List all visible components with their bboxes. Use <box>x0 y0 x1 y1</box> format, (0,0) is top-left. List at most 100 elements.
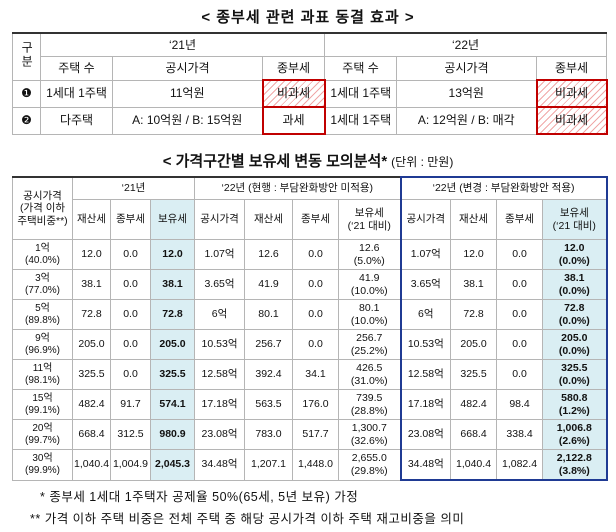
cell-text: 재산세 <box>77 213 106 226</box>
cell-text: 980.9 <box>159 428 186 441</box>
cell-text: 공시가격 <box>165 61 210 76</box>
cell-line: 9억 <box>35 332 50 344</box>
data-cell: 0.0 <box>496 359 544 390</box>
cell-text: 10.53억 <box>407 338 444 351</box>
data-cell: 17.18억 <box>194 389 246 420</box>
data-cell: 98.4 <box>496 389 544 420</box>
data-cell: 12.0 (0.0%) <box>542 239 608 270</box>
data-cell: 6억 <box>194 299 246 330</box>
cell-text: 668.4 <box>460 428 487 441</box>
cell-text: 17.18억 <box>201 398 238 411</box>
data-row: 5억 (89.8%) 72.8 0.0 72.8 6억 80.1 0.0 80.1 (10.0%)… <box>12 299 608 330</box>
cell-text: A: 10억원 / B: 15억원 <box>132 113 243 128</box>
data-row: 15억 (99.1%) 482.4 91.7 574.1 17.18억 563.5 176.0… <box>12 389 608 420</box>
data-cell: 205.0 <box>149 329 196 360</box>
cell-line: 38.1 <box>564 271 585 284</box>
cell-line: (가격 이하 <box>19 202 66 215</box>
data-cell: 23.08억 <box>399 419 452 450</box>
data-cell: 비과세 <box>535 106 608 135</box>
cell-line: 739.5 <box>356 391 383 404</box>
cell-line: (40.0%) <box>24 254 60 266</box>
cell-text: 6억 <box>211 308 228 321</box>
data-cell: 205.0 <box>450 329 498 360</box>
cell-line: 공시가격 <box>23 189 62 202</box>
cell-line: 15억 <box>32 392 53 404</box>
data-cell: ❶ <box>12 79 41 108</box>
cell-line: 주택비중**) <box>17 214 68 227</box>
data-cell: 1.07억 <box>399 239 452 270</box>
data-cell: 426.5 (31.0%) <box>338 359 402 390</box>
data-cell: 10.53억 <box>194 329 246 360</box>
cell-text: 12.0 <box>463 248 484 261</box>
data-cell: 325.5 <box>72 359 111 390</box>
data-cell: 0.0 <box>110 359 151 390</box>
header-row: 재산세 종부세 보유세 공시가격 재산세 종부세 보유세 (‘21 대비) 공시가격 재산세 종부세… <box>13 199 608 240</box>
header-cell: 주택 수 <box>324 56 398 81</box>
cell-text: 0.0 <box>308 308 323 321</box>
cell-line: (0.0%) <box>558 374 590 387</box>
cell-line: 72.8 <box>564 301 585 314</box>
cell-line: 580.8 <box>561 391 588 404</box>
cell-line: (99.7%) <box>24 434 60 446</box>
cell-text: 38.1 <box>162 278 183 291</box>
cell-text: 312.5 <box>117 428 144 441</box>
cell-line: 12.6 <box>359 241 380 254</box>
cell-text: ‘22년 <box>451 37 480 52</box>
footnote: ** 가격 이하 주택 비중은 전체 주택 중 해당 공시가격 이하 주택 재고… <box>30 512 465 526</box>
cell-line: 12.0 <box>564 241 585 254</box>
data-cell: 다주택 <box>40 106 113 135</box>
data-cell: 563.5 <box>244 389 294 420</box>
cell-text: 주택 수 <box>58 61 95 76</box>
data-cell: A: 12억원 / B: 매각 <box>396 106 538 135</box>
data-cell: 0.0 <box>292 299 340 330</box>
data-cell: 312.5 <box>110 419 151 450</box>
data-cell: 15억 (99.1%) <box>12 389 73 420</box>
cell-line: (10.0%) <box>350 284 388 297</box>
header-cell: 보유세 (‘21 대비) <box>542 199 608 240</box>
cell-text: 34.48억 <box>407 458 444 471</box>
data-cell: 1세대 1주택 <box>324 79 398 108</box>
cell-text: 1세대 1주택 <box>330 113 392 128</box>
table2-title: < 가격구간별 보유세 변동 모의분석* (단위 : 만원) <box>0 150 616 171</box>
header-cell: 주택 수 <box>40 56 113 81</box>
data-cell: 0.0 <box>110 299 151 330</box>
data-cell: 0.0 <box>110 239 151 270</box>
cell-text: 11억원 <box>169 86 205 101</box>
data-cell: 668.4 <box>450 419 498 450</box>
header-cell: 공시가격 <box>399 199 452 240</box>
header-cell: ‘21년 <box>39 32 326 57</box>
cell-line: (28.8%) <box>350 404 388 417</box>
cell-text: 종부세 <box>301 213 330 226</box>
data-cell: 668.4 <box>72 419 111 450</box>
data-cell: 3억 (77.0%) <box>12 269 73 300</box>
cell-text: ❶ <box>21 86 32 101</box>
data-cell: 20억 (99.7%) <box>12 419 73 450</box>
data-cell: 12.58억 <box>194 359 246 390</box>
cell-text: 72.8 <box>81 308 102 321</box>
header-cell: ‘22년 (변경 : 부담완화방안 적용) <box>399 176 608 200</box>
header-cell: 공시가격 <box>194 199 246 240</box>
cell-text: 주택 수 <box>342 61 379 76</box>
cell-text: ‘21년 <box>168 37 197 52</box>
cell-line: 325.5 <box>561 361 588 374</box>
cell-line: 1,300.7 <box>351 421 387 434</box>
header-cell: 공시가격 (가격 이하 주택비중**) <box>12 176 73 240</box>
cell-line: 2,655.0 <box>351 452 387 465</box>
cell-line: (98.1%) <box>24 374 60 386</box>
cell-text: 12.58억 <box>201 368 238 381</box>
data-cell: 325.5 <box>450 359 498 390</box>
data-cell: 13억원 <box>396 79 538 108</box>
header-cell: 종부세 <box>261 56 326 81</box>
cell-line: (29.8%) <box>350 464 388 477</box>
cell-line: 5억 <box>35 302 50 314</box>
cell-text: 종부세 <box>276 60 311 75</box>
cell-line: (32.6%) <box>350 434 388 447</box>
cell-text: 과세 <box>282 113 305 128</box>
cell-text: 1,207.1 <box>250 458 287 471</box>
data-cell: 2,122.8 (3.8%) <box>542 449 608 481</box>
data-cell: 38.1 (0.0%) <box>542 269 608 300</box>
cell-text: 3.65억 <box>204 278 235 291</box>
cell-text: 12.6 <box>258 248 279 261</box>
data-cell: 5억 (89.8%) <box>12 299 73 330</box>
cell-text: 325.5 <box>159 368 186 381</box>
